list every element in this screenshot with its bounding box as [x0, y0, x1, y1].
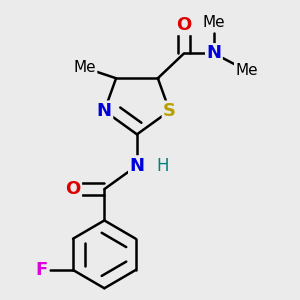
Text: O: O — [176, 16, 191, 34]
Text: N: N — [130, 157, 145, 175]
Text: Me: Me — [74, 60, 96, 75]
Text: S: S — [163, 102, 176, 120]
Text: Me: Me — [202, 15, 225, 30]
Text: O: O — [65, 180, 81, 198]
Text: Me: Me — [235, 63, 258, 78]
Text: N: N — [97, 102, 112, 120]
Text: H: H — [157, 157, 169, 175]
Text: N: N — [206, 44, 221, 62]
Text: F: F — [36, 261, 48, 279]
